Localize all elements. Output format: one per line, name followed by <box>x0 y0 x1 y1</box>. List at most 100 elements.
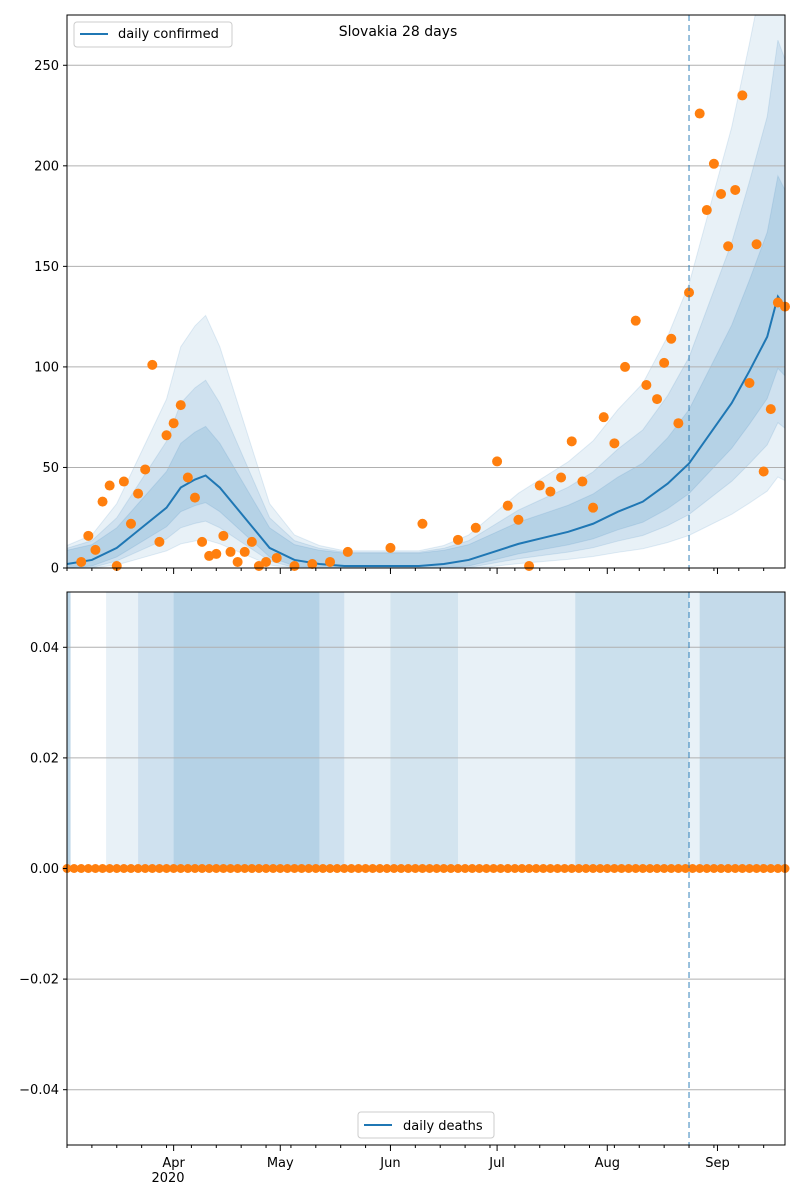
deaths-point <box>716 864 726 873</box>
deaths-point <box>695 864 705 873</box>
deaths-point <box>261 864 271 873</box>
deaths-point <box>439 864 449 873</box>
deaths-point <box>524 864 534 873</box>
confirmed-point <box>758 466 769 477</box>
credible-band-2 <box>67 39 785 568</box>
deaths-point <box>396 864 406 873</box>
confirmed-point <box>211 548 222 559</box>
deaths-legend-label: daily deaths <box>403 1119 483 1134</box>
confirmed-point <box>232 556 243 567</box>
x-tick-label: May <box>267 1156 294 1171</box>
confirmed-point <box>513 514 524 525</box>
confirmed-point <box>502 500 513 511</box>
death-band-2 <box>106 592 786 869</box>
daily-confirmed-line <box>67 294 785 567</box>
confirmed-axes-frame <box>66 14 786 569</box>
deaths-point <box>403 864 413 873</box>
deaths-point <box>197 864 207 873</box>
deaths-point <box>702 864 712 873</box>
confirmed-point <box>641 380 652 391</box>
death-band-1 <box>67 592 71 869</box>
deaths-point <box>730 864 740 873</box>
deaths-point <box>759 864 769 873</box>
deaths-point <box>609 864 619 873</box>
confirmed-point <box>261 556 272 567</box>
confirmed-point <box>147 359 158 370</box>
deaths-point <box>645 864 655 873</box>
deaths-point <box>744 864 754 873</box>
confirmed-point <box>598 412 609 423</box>
y-tick-label: 0.04 <box>30 641 59 656</box>
deaths-point <box>339 864 349 873</box>
deaths-point <box>204 864 214 873</box>
confirmed-point <box>342 546 353 557</box>
deaths-point <box>538 864 548 873</box>
deaths-point <box>69 864 79 873</box>
confirmed-point <box>588 502 599 513</box>
deaths-point <box>467 864 477 873</box>
confirmed-point <box>716 188 727 199</box>
confirmed-point <box>666 333 677 344</box>
y-tick-label: −0.04 <box>19 1083 59 1098</box>
x-axis-year-label: 2020 <box>151 1171 184 1186</box>
confirmed-point <box>609 438 620 449</box>
confirmed-point <box>524 560 535 571</box>
confirmed-point <box>182 472 193 483</box>
confirmed-point <box>723 241 734 252</box>
deaths-point <box>247 864 257 873</box>
deaths-point <box>233 864 243 873</box>
deaths-point <box>638 864 648 873</box>
deaths-point <box>652 864 662 873</box>
confirmed-point <box>620 361 631 372</box>
credible-band-3 <box>67 174 785 568</box>
confirmed-point <box>168 418 179 429</box>
confirmed-point <box>737 90 748 101</box>
confirmed-point <box>417 518 428 529</box>
deaths-point <box>105 864 115 873</box>
deaths-point <box>154 864 164 873</box>
confirmed-point <box>225 546 236 557</box>
confirmed-point <box>83 530 94 541</box>
deaths-point <box>588 864 598 873</box>
deaths-point <box>531 864 541 873</box>
deaths-point <box>460 864 470 873</box>
confirmed-point <box>534 480 545 491</box>
deaths-point <box>361 864 371 873</box>
confirmed-point <box>218 530 229 541</box>
deaths-point <box>773 864 783 873</box>
deaths-point <box>289 864 299 873</box>
confirmed-legend-box <box>73 21 233 48</box>
deaths-point <box>474 864 484 873</box>
deaths-point <box>126 864 136 873</box>
confirmed-credible-bands <box>67 15 785 568</box>
y-tick-label: 250 <box>34 59 59 74</box>
death-band-3 <box>138 592 345 869</box>
deaths-point <box>688 864 698 873</box>
confirmed-x-ticks <box>66 568 765 574</box>
confirmed-point <box>556 472 567 483</box>
deaths-point <box>553 864 563 873</box>
y-tick-label: 0.00 <box>30 862 59 877</box>
confirmed-point <box>492 456 503 467</box>
confirmed-point <box>684 287 695 298</box>
deaths-point <box>574 864 584 873</box>
deaths-point <box>353 864 363 873</box>
y-tick-label: 50 <box>42 461 59 476</box>
y-tick-label: 0 <box>51 562 59 577</box>
confirmed-point <box>90 544 101 555</box>
deaths-point <box>389 864 399 873</box>
confirmed-point <box>385 542 396 553</box>
death-band-4 <box>173 592 320 869</box>
deaths-point <box>624 864 634 873</box>
deaths-point <box>737 864 747 873</box>
deaths-point <box>240 864 250 873</box>
deaths-point <box>602 864 612 873</box>
y-tick-label: 0.02 <box>30 751 59 766</box>
deaths-point <box>119 864 129 873</box>
deaths-point <box>346 864 356 873</box>
confirmed-point <box>730 184 741 195</box>
deaths-point <box>766 864 776 873</box>
deaths-panel: −0.04 −0.02 0.00 0.02 0.04 Apr May Jun Jul Aug Se… <box>19 591 790 1186</box>
confirmed-y-axis: 0 50 100 150 200 250 <box>34 59 67 577</box>
deaths-point <box>503 864 513 873</box>
